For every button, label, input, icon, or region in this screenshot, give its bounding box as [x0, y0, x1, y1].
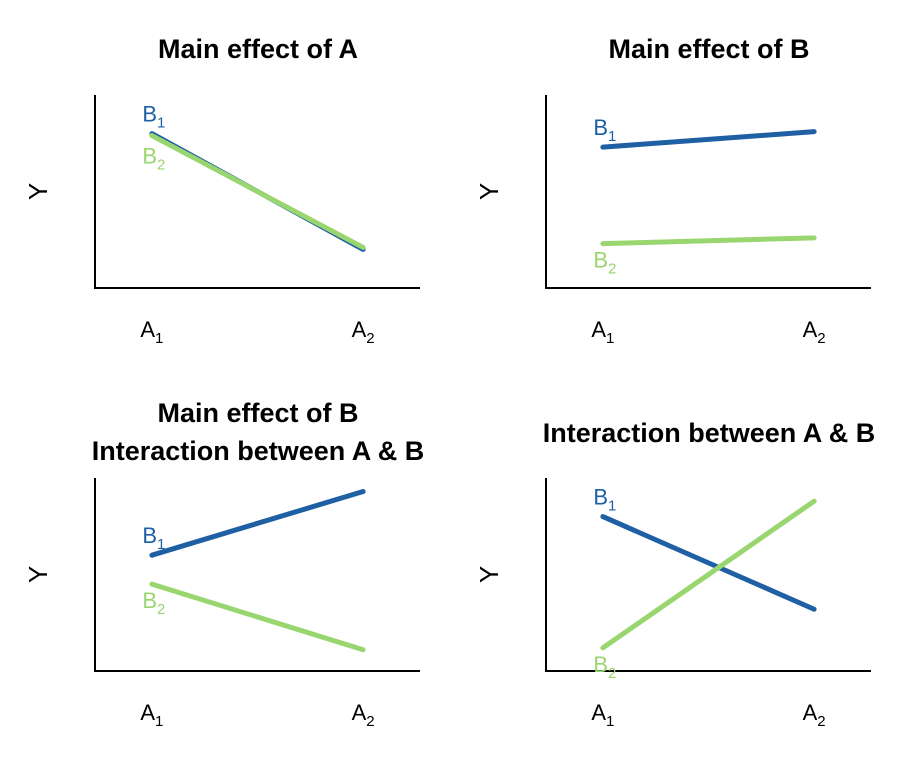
x-tick-label-subscript: 1 [155, 330, 163, 347]
chart-title: Main effect of A [158, 34, 358, 64]
chart-panel-3: Main effect of B Interaction between A & … [23, 398, 424, 730]
x-tick-label-subscript: 1 [606, 713, 614, 730]
x-tick-label-main: A [803, 700, 818, 725]
x-tick-label-main: A [140, 317, 155, 342]
y-axis-label: Y [23, 183, 53, 200]
series-label: B2 [142, 588, 165, 618]
series-label-main: B [142, 523, 157, 548]
series-label-main: B [142, 588, 157, 613]
axes [545, 478, 871, 672]
x-tick-label-main: A [352, 700, 367, 725]
y-axis-label: Y [474, 183, 504, 200]
x-tick-label-subscript: 1 [606, 330, 614, 347]
series-label: B2 [593, 652, 616, 682]
series-label-subscript: 1 [608, 498, 616, 515]
series-label: B1 [593, 115, 616, 145]
series-label-subscript: 1 [157, 115, 165, 132]
series-label-subscript: 2 [157, 157, 165, 174]
series-label: B2 [142, 144, 165, 174]
chart-title: Main effect of B [157, 398, 358, 428]
series-label-main: B [593, 115, 608, 140]
x-tick-label: A2 [803, 317, 826, 347]
series-line-b1 [600, 514, 817, 612]
axes [94, 95, 420, 289]
x-tick-label-main: A [591, 700, 606, 725]
series-label-subscript: 1 [608, 128, 616, 145]
x-tick-label-subscript: 1 [155, 713, 163, 730]
series-line-b1 [600, 129, 817, 150]
x-tick-label: A2 [352, 700, 375, 730]
series-line-b2 [149, 133, 366, 250]
series-label-main: B [142, 102, 157, 127]
series-label-subscript: 2 [157, 601, 165, 618]
chart-title: Interaction between A & B [543, 418, 876, 448]
series-label: B2 [593, 248, 616, 278]
x-tick-label: A1 [591, 700, 614, 730]
x-tick-label-main: A [591, 317, 606, 342]
x-tick-label: A2 [803, 700, 826, 730]
x-tick-label: A1 [591, 317, 614, 347]
x-tick-label: A2 [352, 317, 375, 347]
y-axis-label: Y [474, 566, 504, 583]
series-label: B1 [142, 523, 165, 553]
series-line-b1 [149, 489, 366, 558]
x-tick-label-subscript: 2 [366, 330, 374, 347]
series-label-main: B [593, 485, 608, 510]
series-label-main: B [593, 248, 608, 273]
axes [94, 478, 420, 672]
series-label-subscript: 1 [157, 536, 165, 553]
x-tick-label: A1 [140, 317, 163, 347]
x-tick-label-subscript: 2 [817, 330, 825, 347]
series-line-b2 [600, 498, 817, 651]
axes [545, 95, 871, 289]
x-tick-label-main: A [352, 317, 367, 342]
x-tick-label-main: A [140, 700, 155, 725]
series-label-subscript: 2 [608, 665, 616, 682]
chart-title: Interaction between A & B [92, 436, 425, 466]
chart-title: Main effect of B [608, 34, 809, 64]
series-label-main: B [593, 652, 608, 677]
x-tick-label-subscript: 2 [817, 713, 825, 730]
x-tick-label-subscript: 2 [366, 713, 374, 730]
x-tick-label: A1 [140, 700, 163, 730]
y-axis-label: Y [23, 566, 53, 583]
series-label: B1 [142, 102, 165, 132]
x-tick-label-main: A [803, 317, 818, 342]
series-line-b2 [149, 581, 366, 653]
series-label-main: B [142, 144, 157, 169]
series-label: B1 [593, 485, 616, 515]
series-line-b2 [600, 235, 817, 247]
series-label-subscript: 2 [608, 261, 616, 278]
